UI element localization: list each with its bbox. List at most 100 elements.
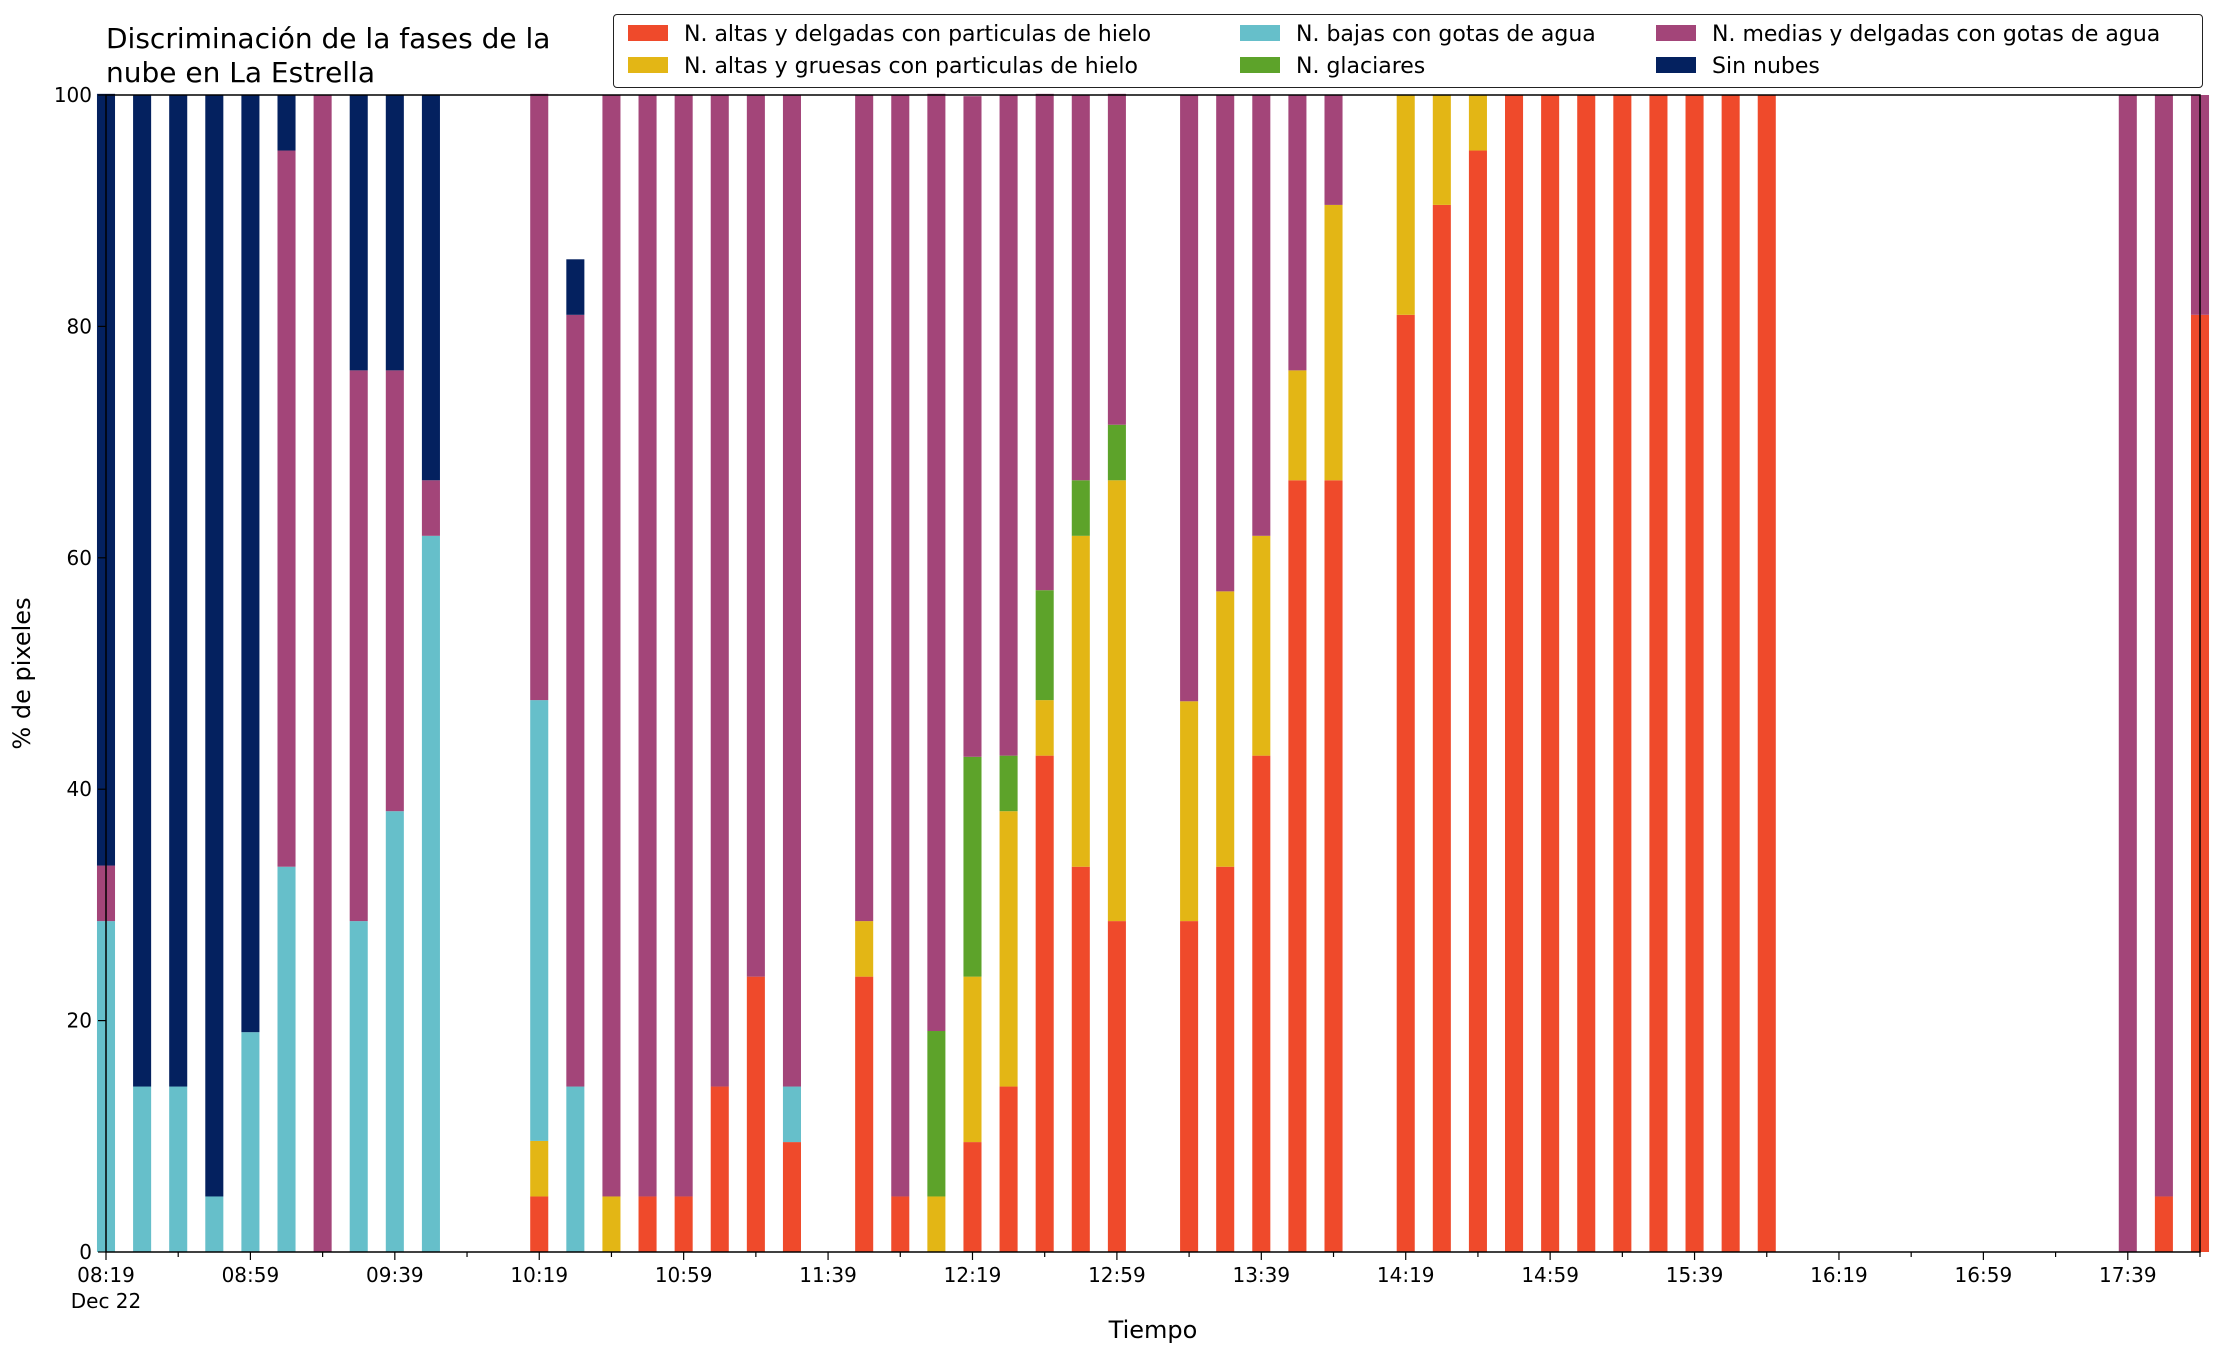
bar-segment: [855, 976, 874, 1252]
x-tick-label: 10:59: [655, 1263, 713, 1287]
x-tick-label: 13:39: [1232, 1263, 1290, 1287]
bar-segment: [1324, 204, 1343, 481]
bar-segment: [782, 95, 801, 1087]
bar-segment: [530, 93, 549, 701]
bar-segment: [999, 811, 1018, 1087]
x-tick-date-label: Dec 22: [71, 1289, 142, 1313]
bar-segment: [674, 1196, 693, 1252]
plot-frame: [105, 94, 2201, 1253]
y-axis-label: % de pixeles: [8, 597, 36, 749]
bar-segment: [1071, 480, 1090, 536]
bar-segment: [927, 1196, 946, 1252]
bar-segment: [2154, 95, 2173, 1197]
bar-segment: [530, 700, 549, 1141]
bar-segment: [1216, 866, 1235, 1252]
bar-segment: [1721, 95, 1740, 1252]
x-tick-label: 08:59: [222, 1263, 280, 1287]
legend-item-medias-agua: N. medias y delgadas con gotas de agua: [1656, 20, 2160, 50]
bar-segment: [385, 95, 404, 371]
bar-segment: [638, 1196, 657, 1252]
bar-segment: [277, 95, 296, 151]
bar-segment: [999, 95, 1018, 756]
bar-segment: [1035, 755, 1054, 1252]
x-tick-label: 17:39: [2099, 1263, 2157, 1287]
bar-segment: [1180, 95, 1199, 702]
chart-legend: N. altas y delgadas con particulas de hi…: [613, 14, 2203, 88]
x-axis-label: Tiempo: [1108, 1316, 1198, 1344]
bar-segment: [1252, 755, 1271, 1252]
bar-segment: [1071, 866, 1090, 1252]
bar-segment: [1757, 95, 1776, 1252]
bar-segment: [385, 811, 404, 1252]
legend-swatch: [1656, 57, 1696, 73]
legend-swatch: [1656, 25, 1696, 41]
bar-segment: [1649, 95, 1668, 1252]
bar-segment: [1252, 95, 1271, 536]
bar-segment: [1468, 150, 1487, 1252]
x-tick-label: 16:19: [1810, 1263, 1868, 1287]
bar-segment: [1107, 921, 1126, 1252]
bar-segment: [1071, 95, 1090, 481]
bar-segment: [927, 1031, 946, 1197]
bar-segment: [602, 95, 621, 1197]
bar-segment: [1324, 95, 1343, 205]
bar-segment: [530, 1196, 549, 1252]
bar-segment: [1288, 480, 1307, 1252]
legend-label: N. glaciares: [1296, 54, 1426, 79]
bar-segment: [1396, 95, 1415, 315]
x-tick-label: 10:19: [510, 1263, 568, 1287]
bar-segment: [1107, 424, 1126, 481]
legend-label: N. altas y delgadas con particulas de hi…: [684, 22, 1152, 47]
bar-segment: [241, 95, 260, 1033]
bar-segment: [1288, 370, 1307, 481]
bar-segment: [566, 1086, 585, 1252]
bar-segment: [421, 95, 440, 481]
bar-segment: [2118, 95, 2137, 1252]
x-tick-label: 14:19: [1377, 1263, 1435, 1287]
bar-segment: [1180, 701, 1199, 922]
bar-segment: [782, 1142, 801, 1252]
bar-segment: [1541, 95, 1560, 1252]
x-tick-label: 12:59: [1088, 1263, 1146, 1287]
bar-segment: [133, 95, 152, 1087]
bar-segment: [205, 1196, 224, 1252]
y-tick-label: 100: [54, 83, 92, 107]
bar-segment: [1252, 535, 1271, 756]
bar-segment: [349, 95, 368, 371]
bar-segment: [1324, 480, 1343, 1252]
bar-segment: [855, 95, 874, 922]
bar-segment: [746, 976, 765, 1252]
chart-title: Discriminación de la fases de la nube en…: [106, 22, 551, 89]
bar-segment: [999, 1086, 1018, 1252]
bar-segment: [1685, 95, 1704, 1252]
x-tick-label: 15:39: [1666, 1263, 1724, 1287]
bar-segment: [1035, 700, 1054, 756]
bar-segment: [277, 150, 296, 867]
bar-segment: [638, 95, 657, 1197]
bar-segment: [782, 1086, 801, 1143]
y-tick-label: 80: [67, 314, 92, 338]
bar-segment: [674, 95, 693, 1197]
bar-segment: [385, 370, 404, 812]
bar-segment: [1505, 95, 1524, 1252]
bar-segment: [1107, 93, 1126, 425]
legend-item-altas-gruesas: N. altas y gruesas con particulas de hie…: [628, 52, 1138, 82]
x-tick-label: 08:19: [77, 1263, 135, 1287]
x-tick-label: 09:39: [366, 1263, 424, 1287]
legend-label: Sin nubes: [1712, 54, 1820, 79]
bar-segment: [999, 755, 1018, 812]
y-tick-label: 40: [67, 777, 92, 801]
legend-swatch: [1240, 25, 1280, 41]
bar-segment: [855, 921, 874, 977]
bar-segment: [963, 976, 982, 1143]
bar-segment: [963, 96, 982, 757]
legend-item-sin-nubes: Sin nubes: [1656, 52, 1820, 82]
x-tick-label: 14:59: [1521, 1263, 1579, 1287]
bar-segment: [1035, 93, 1054, 591]
bar-segment: [205, 95, 224, 1197]
legend-item-bajas-agua: N. bajas con gotas de agua: [1240, 20, 1596, 50]
bar-segment: [927, 93, 946, 1032]
bar-segment: [1216, 95, 1235, 592]
bar-segment: [313, 95, 332, 1252]
